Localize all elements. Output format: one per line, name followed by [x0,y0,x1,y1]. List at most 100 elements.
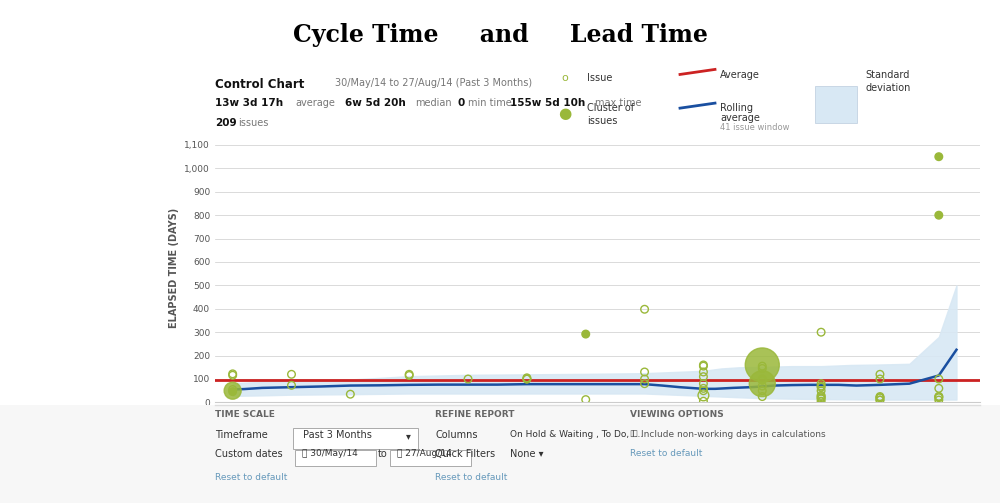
Text: average: average [295,98,335,108]
Point [931,153,947,161]
Text: average: average [720,113,760,123]
Point [695,384,711,392]
Point [931,211,947,219]
Point [813,395,829,403]
Point [754,365,770,373]
Text: Reset to default: Reset to default [435,473,507,482]
Point [401,370,417,378]
Text: ●: ● [558,106,572,121]
Point [401,371,417,379]
Text: Reset to default: Reset to default [215,473,287,482]
Text: Custom dates: Custom dates [215,449,283,459]
Point [637,368,653,376]
Point [695,362,711,370]
Text: 155w 5d 10h: 155w 5d 10h [510,98,585,108]
Text: max time: max time [595,98,642,108]
Point [754,382,770,390]
Point [225,371,241,379]
Point [695,373,711,381]
Point [813,328,829,336]
Point [519,375,535,383]
X-axis label: ISSUE TRANSITION DATE: ISSUE TRANSITION DATE [526,422,669,432]
Text: median: median [415,98,452,108]
Text: 📅 27/Aug/14: 📅 27/Aug/14 [397,449,452,458]
Point [872,392,888,400]
Text: None ▾: None ▾ [510,449,544,459]
Text: issues: issues [587,116,617,126]
Text: o: o [562,73,568,83]
Point [754,380,770,388]
Text: Standard: Standard [865,70,909,80]
Point [931,384,947,392]
Point [519,375,535,383]
Point [225,387,241,395]
Point [225,388,241,396]
Text: to: to [378,449,388,459]
Point [460,375,476,383]
Text: Columns: Columns [435,430,478,440]
Text: Timeframe: Timeframe [215,430,268,440]
Point [754,362,770,370]
Point [637,380,653,388]
Point [931,375,947,383]
Point [931,396,947,404]
Point [637,375,653,383]
Point [695,361,711,369]
Text: Past 3 Months: Past 3 Months [303,430,372,440]
Text: 209: 209 [215,118,237,128]
Text: Quick Filters: Quick Filters [435,449,495,459]
Point [872,375,888,383]
Text: Rolling: Rolling [720,103,753,113]
Point [695,387,711,395]
Text: issues: issues [238,118,268,128]
Text: 41 issue window: 41 issue window [720,123,790,132]
Point [695,397,711,405]
Point [872,396,888,404]
Point [931,392,947,400]
Text: 6w 5d 20h: 6w 5d 20h [345,98,406,108]
Text: Cycle Time     and     Lead Time: Cycle Time and Lead Time [293,23,707,47]
Point [872,394,888,402]
Point [754,376,770,384]
Text: Average: Average [720,70,760,80]
Point [872,396,888,404]
Text: REFINE REPORT: REFINE REPORT [435,410,514,419]
Point [284,381,300,389]
Point [872,370,888,378]
Text: Issue: Issue [587,73,612,83]
Point [225,370,241,378]
Text: deviation: deviation [865,83,910,93]
Point [813,382,829,390]
Point [284,370,300,378]
Point [872,394,888,402]
Point [754,375,770,383]
Text: min time: min time [468,98,512,108]
Text: 13w 3d 17h: 13w 3d 17h [215,98,283,108]
Point [813,387,829,395]
Text: 📅 30/May/14: 📅 30/May/14 [302,449,358,458]
Point [637,305,653,313]
Point [813,380,829,388]
Y-axis label: ELAPSED TIME (DAYS): ELAPSED TIME (DAYS) [169,208,179,328]
Point [754,387,770,395]
Point [754,376,770,384]
Point [813,392,829,400]
Point [931,392,947,400]
Point [225,385,241,393]
Point [813,383,829,391]
Text: 0: 0 [458,98,465,108]
Point [813,394,829,402]
Point [519,374,535,382]
Text: Cluster of: Cluster of [587,103,634,113]
Point [578,395,594,403]
Text: ☐ Include non-working days in calculations: ☐ Include non-working days in calculatio… [630,430,826,439]
Point [695,380,711,388]
Point [695,368,711,376]
Text: VIEWING OPTIONS: VIEWING OPTIONS [630,410,724,419]
Text: On Hold & Waiting , To Do, I...: On Hold & Waiting , To Do, I... [510,430,643,439]
Point [695,391,711,399]
Point [342,390,358,398]
Text: ▾: ▾ [406,431,411,441]
Point [754,361,770,369]
Point [931,394,947,402]
